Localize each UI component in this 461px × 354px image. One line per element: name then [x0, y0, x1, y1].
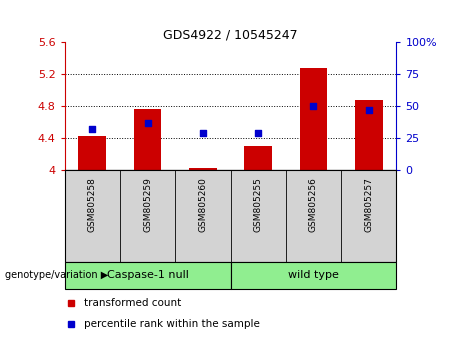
Text: GSM805255: GSM805255 — [254, 177, 263, 232]
Point — [199, 130, 207, 136]
Point — [254, 130, 262, 136]
Bar — [230, 262, 396, 289]
Bar — [244, 146, 272, 170]
Point — [144, 120, 151, 126]
Text: genotype/variation ▶: genotype/variation ▶ — [5, 270, 108, 280]
Title: GDS4922 / 10545247: GDS4922 / 10545247 — [163, 28, 298, 41]
Text: GSM805259: GSM805259 — [143, 177, 152, 232]
Point — [310, 103, 317, 109]
Text: percentile rank within the sample: percentile rank within the sample — [84, 319, 260, 329]
Text: transformed count: transformed count — [84, 298, 182, 308]
Text: wild type: wild type — [288, 270, 339, 280]
Bar — [65, 262, 230, 289]
Text: GSM805257: GSM805257 — [364, 177, 373, 232]
Text: GSM805260: GSM805260 — [198, 177, 207, 232]
Bar — [355, 100, 383, 170]
Point — [89, 126, 96, 132]
Bar — [189, 169, 217, 170]
Bar — [300, 68, 327, 170]
Text: Caspase-1 null: Caspase-1 null — [106, 270, 189, 280]
Text: GSM805258: GSM805258 — [88, 177, 97, 232]
Bar — [78, 136, 106, 170]
Text: GSM805256: GSM805256 — [309, 177, 318, 232]
Bar — [134, 109, 161, 170]
Point — [365, 107, 372, 113]
